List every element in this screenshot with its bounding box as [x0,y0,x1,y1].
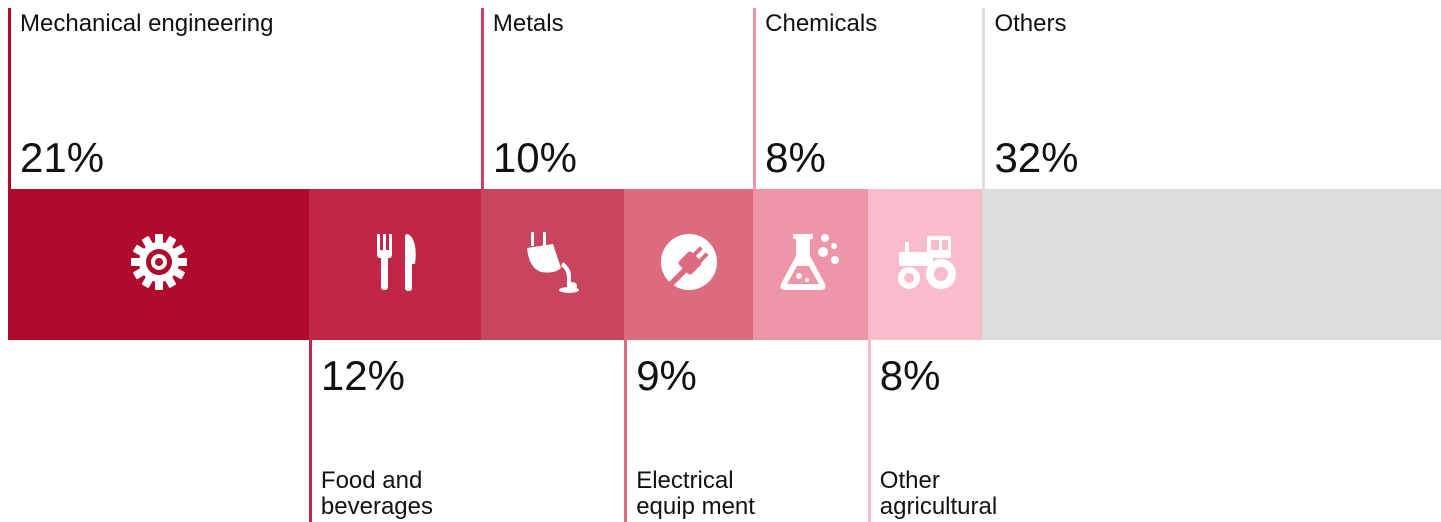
category-label-electrical-equip-ment: Electrical equip ment [636,467,755,520]
bar-mechanical-engineering [8,189,310,340]
value-label-mechanical-engineering: 21% [20,134,105,181]
bar-others [982,189,1441,340]
tractor-icon [893,230,957,299]
leader-line-other-agricultural [867,340,871,522]
cutlery-icon [363,230,427,299]
bar-other-agricultural [867,189,983,340]
leader-line-metals [480,8,484,189]
plug-icon [657,230,721,299]
bar-metals [480,189,625,340]
category-label-chemicals: Chemicals [765,10,878,37]
bar-food-and-beverages [308,189,482,340]
leader-line-food-and-beverages [308,340,312,522]
value-label-electrical-equip-ment: 9% [636,352,697,399]
leader-line-chemicals [753,8,757,189]
value-label-metals: 10% [492,134,577,181]
value-label-food-and-beverages: 12% [320,352,405,399]
leader-line-others [982,8,986,189]
category-label-others: Others [994,10,1067,37]
category-label-metals: Metals [492,10,564,37]
leader-line-electrical-equip-ment [624,340,628,522]
category-label-other-agricultural: Other agricultural [879,467,998,520]
category-label-food-and-beverages: Food and beverages [320,467,433,520]
value-label-chemicals: 8% [765,134,826,181]
category-label-mechanical-engineering: Mechanical engineering [20,10,274,37]
leader-line-mechanical-engineering [8,8,11,189]
ladle-pour-icon [521,230,585,299]
flask-icon [779,230,843,299]
bar-electrical-equip-ment [624,189,754,340]
value-label-others: 32% [994,134,1079,181]
value-label-other-agricultural: 8% [879,352,941,399]
bar-chemicals [753,189,869,340]
gear-icon [127,230,191,299]
